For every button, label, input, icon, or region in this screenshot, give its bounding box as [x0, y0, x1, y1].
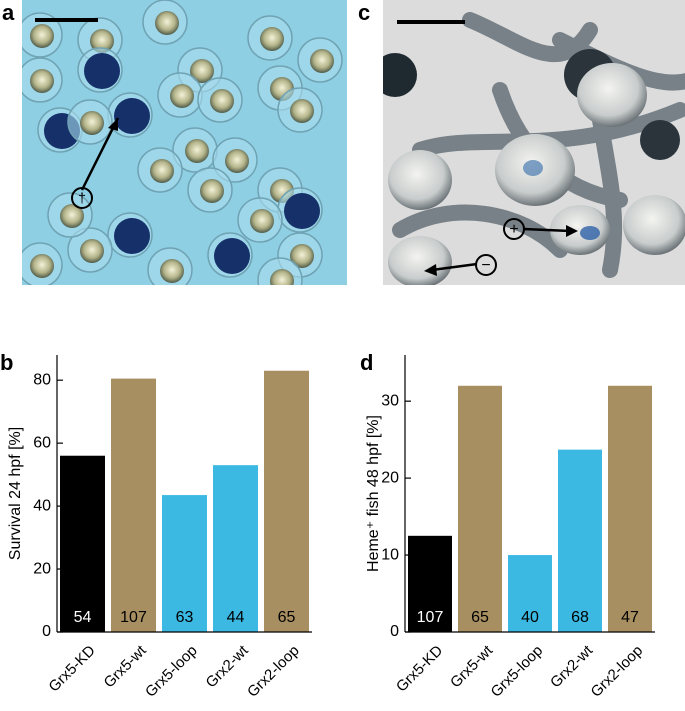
embryo [270, 269, 294, 285]
bar [508, 555, 552, 632]
bar [162, 495, 207, 632]
count-label: 107 [417, 609, 444, 626]
y-tick-label: 20 [33, 560, 51, 577]
marker-label: + [509, 221, 518, 238]
x-tick-label: Grx5-wt [101, 642, 151, 692]
y-axis-label: Heme⁺ fish 48 hpf [%] [365, 415, 382, 572]
x-tick-label: Grx2-wt [547, 642, 597, 692]
y-tick-label: 40 [33, 497, 51, 514]
count-label: 47 [621, 609, 639, 626]
y-tick-label: 30 [381, 392, 399, 409]
count-label: 40 [521, 609, 539, 626]
embryo [284, 193, 320, 229]
x-tick-label: Grx5-loop [142, 642, 201, 701]
bar [60, 455, 105, 632]
count-label: 54 [74, 609, 92, 626]
panel-label: c [358, 0, 370, 25]
y-tick-label: 60 [33, 434, 51, 451]
bar [558, 449, 602, 632]
embryo [290, 99, 314, 123]
embryo [260, 27, 284, 51]
embryo [155, 11, 179, 35]
bar [458, 385, 502, 632]
x-tick-label: Grx5-wt [447, 642, 497, 692]
panel-label: d [360, 350, 373, 375]
marker-label: † [78, 190, 86, 206]
embryo [185, 139, 209, 163]
embryo [80, 239, 104, 263]
x-tick-label: Grx5-KD [45, 642, 98, 695]
bar [111, 378, 156, 632]
x-tick-label: Grx2-loop [588, 642, 647, 701]
count-label: 68 [571, 609, 589, 626]
x-tick-label: Grx2-loop [244, 642, 303, 701]
y-tick-label: 20 [381, 469, 399, 486]
embryo [30, 69, 54, 93]
count-label: 63 [176, 609, 194, 626]
embryo [190, 59, 214, 83]
y-tick-label: 0 [42, 623, 51, 640]
x-tick-label: Grx2-wt [203, 642, 253, 692]
x-tick-label: Grx5-KD [393, 642, 446, 695]
embryo [210, 89, 234, 113]
embryo [60, 204, 84, 228]
embryo [84, 53, 120, 89]
count-label: 65 [471, 609, 489, 626]
embryo [250, 209, 274, 233]
count-label: 65 [278, 609, 296, 626]
embryo [150, 159, 174, 183]
y-tick-label: 80 [33, 371, 51, 388]
embryo [290, 244, 314, 268]
bar [213, 465, 258, 632]
embryo [90, 29, 114, 53]
embryo [160, 259, 184, 283]
photo-c [383, 0, 685, 285]
photo-a [22, 0, 347, 285]
panel-label: b [0, 350, 13, 375]
embryo [80, 111, 104, 135]
panel-label: a [2, 0, 15, 25]
embryo [310, 49, 334, 73]
embryo [200, 179, 224, 203]
y-axis-label: Survival 24 hpf [%] [7, 427, 24, 560]
count-label: 107 [120, 609, 147, 626]
count-label: 44 [227, 609, 245, 626]
bar [264, 370, 309, 632]
bar [408, 535, 452, 632]
embryo [114, 218, 150, 254]
embryo [114, 98, 150, 134]
y-tick-label: 0 [390, 623, 399, 640]
embryo [225, 149, 249, 173]
bar [608, 385, 652, 632]
x-tick-label: Grx5-loop [488, 642, 547, 701]
marker-label: − [481, 257, 490, 274]
embryo [170, 84, 194, 108]
embryo [30, 24, 54, 48]
y-tick-label: 10 [381, 546, 399, 563]
embryo [214, 238, 250, 274]
embryo [30, 254, 54, 278]
